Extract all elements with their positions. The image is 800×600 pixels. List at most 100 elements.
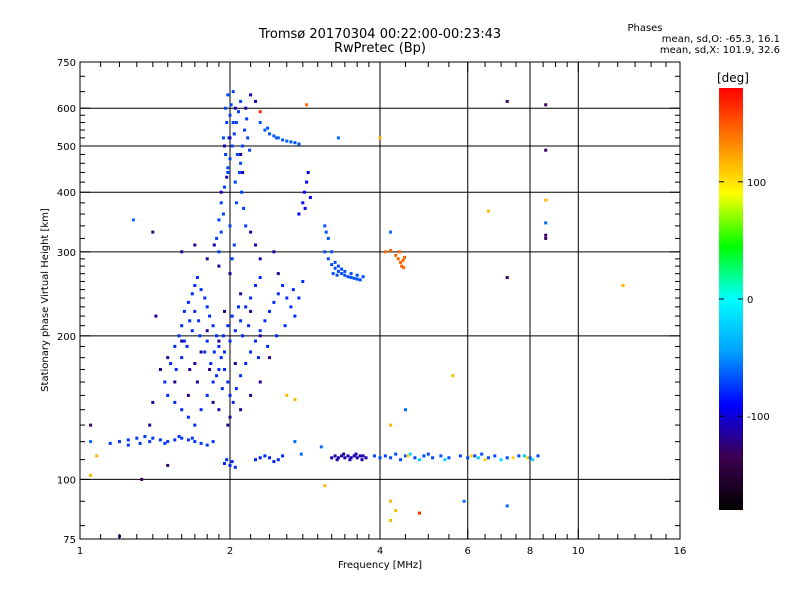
data-point: [266, 126, 270, 130]
data-point: [378, 136, 382, 140]
data-point: [173, 400, 177, 404]
data-point: [389, 456, 393, 460]
data-point: [173, 344, 177, 348]
data-point: [336, 136, 340, 140]
data-point: [231, 400, 235, 404]
data-point: [354, 452, 358, 456]
data-point: [243, 128, 247, 132]
data-point: [268, 456, 271, 460]
data-point: [336, 456, 340, 460]
data-point: [399, 260, 403, 264]
data-point: [233, 465, 237, 469]
data-point: [254, 243, 257, 247]
data-point: [177, 435, 181, 438]
data-point: [473, 454, 477, 458]
data-point: [293, 440, 297, 444]
data-point: [249, 296, 253, 300]
data-point: [230, 314, 234, 318]
data-point: [166, 463, 170, 467]
data-point: [373, 454, 376, 458]
data-point: [221, 212, 225, 216]
colorbar-tick-label: -100: [747, 412, 770, 423]
data-point: [95, 454, 99, 458]
data-point: [108, 441, 112, 445]
data-point: [245, 117, 249, 121]
y-tick-label: 100: [57, 475, 76, 486]
data-point: [272, 300, 276, 304]
data-point: [305, 180, 309, 184]
y-tick-label: 600: [57, 104, 76, 115]
data-point: [258, 110, 262, 114]
y-tick-label: 200: [57, 332, 76, 343]
data-point: [408, 452, 412, 456]
data-point: [349, 456, 353, 460]
data-point: [361, 275, 365, 279]
data-point: [228, 136, 232, 140]
data-point: [323, 484, 327, 488]
data-point: [225, 121, 229, 124]
data-point: [205, 305, 209, 309]
data-point: [621, 284, 625, 287]
x-tick-label: 2: [227, 546, 233, 557]
data-point: [234, 387, 238, 391]
data-point: [343, 456, 347, 460]
data-point: [281, 284, 285, 287]
data-point: [272, 250, 276, 254]
data-point: [486, 209, 490, 213]
data-point: [254, 99, 257, 103]
data-point: [486, 456, 490, 460]
data-point: [263, 319, 267, 323]
data-point: [241, 171, 245, 174]
data-point: [138, 441, 142, 445]
data-point: [244, 224, 248, 228]
data-point: [326, 236, 330, 240]
data-point: [276, 292, 280, 296]
data-point: [258, 380, 262, 384]
data-point: [272, 134, 276, 138]
data-point: [531, 458, 535, 462]
data-point: [517, 454, 521, 458]
data-point: [258, 121, 262, 124]
data-point: [235, 153, 239, 156]
data-point: [355, 273, 359, 277]
data-point: [378, 456, 382, 460]
data-point: [233, 329, 237, 333]
data-point: [398, 250, 402, 254]
data-point: [217, 408, 221, 412]
data-point: [389, 230, 393, 234]
data-point: [195, 276, 199, 279]
data-point: [166, 440, 170, 444]
stats-line-x: mean, sd,X: 101.9, 32.6: [660, 45, 780, 56]
data-point: [326, 257, 330, 261]
data-point: [418, 458, 421, 462]
data-point: [283, 324, 287, 328]
data-point: [466, 456, 470, 460]
data-point: [242, 206, 246, 210]
data-point: [232, 132, 236, 136]
data-point: [330, 263, 334, 267]
data-point: [190, 292, 194, 296]
data-point: [402, 266, 406, 270]
data-point: [158, 368, 162, 371]
data-point: [241, 144, 245, 148]
data-point: [302, 190, 306, 194]
data-point: [505, 99, 509, 103]
plot-frame: [79, 61, 681, 540]
data-point: [358, 278, 362, 282]
data-point: [443, 458, 447, 462]
data-point: [335, 458, 339, 462]
data-point: [246, 136, 250, 140]
data-point: [352, 454, 356, 458]
data-point: [389, 519, 393, 522]
data-point: [215, 334, 219, 338]
data-point: [323, 250, 327, 254]
data-point: [230, 460, 234, 464]
data-point: [89, 473, 93, 477]
data-point: [233, 106, 237, 110]
data-point: [154, 314, 158, 318]
data-point: [258, 276, 262, 279]
data-point: [483, 458, 487, 462]
data-point: [544, 236, 548, 240]
stats-line-o: mean, sd,O: -65.3, 16.1: [662, 34, 780, 45]
